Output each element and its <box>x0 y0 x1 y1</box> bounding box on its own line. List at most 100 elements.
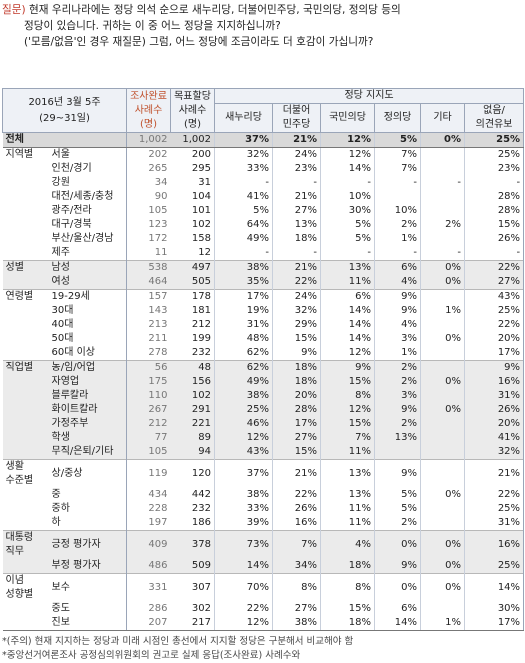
support-cell: 23% <box>464 162 525 176</box>
support-cell: 35% <box>214 275 273 290</box>
target-sample-cell: 212 <box>191 319 212 330</box>
table-row: 대전/세종/충청 90 104 41% 21% 10% 28% <box>3 190 525 204</box>
support-cell: 30% <box>464 602 525 616</box>
table-row: 중 434 442 38% 22% 13% 5% 0% 22% <box>3 488 525 502</box>
support-cell: 37% <box>214 132 273 148</box>
support-cell: 0% <box>420 332 465 346</box>
support-cell <box>420 204 465 218</box>
row-group-label: 연령별 <box>2 289 49 304</box>
support-cell: 24% <box>272 147 321 162</box>
support-cell: 0% <box>420 488 465 502</box>
support-cell: 0% <box>420 260 465 275</box>
completed-sample-cell: 1,002 <box>126 132 171 148</box>
row-group-label <box>3 318 49 332</box>
support-cell: 10% <box>320 190 375 204</box>
support-cell: 9% <box>374 459 421 488</box>
completed-sample-cell: 265 <box>126 162 171 176</box>
support-cell: 22% <box>214 602 273 616</box>
completed-sample-cell: 212 <box>126 417 171 431</box>
table-row: 성별 남성 538 497 38% 21% 13% 6% 0% 22% <box>2 260 525 275</box>
party-support-table: 2016년 3월 5주 (29~31일) 조사완료 사례수 (명) 목표할당 사… <box>1 88 525 631</box>
table-row: 화이트칼라 267 291 25% 28% 12% 9% 0% 26% <box>2 403 525 417</box>
support-cell: 11% <box>320 516 375 531</box>
support-cell: 7% <box>374 162 421 176</box>
support-cell: 20% <box>464 417 525 431</box>
target-sample-cell: 158 <box>191 233 212 244</box>
support-cell: 3% <box>374 389 421 403</box>
support-cell: 15% <box>320 602 375 616</box>
support-cell: 0% <box>420 573 465 602</box>
row-label: 40대 <box>51 319 74 330</box>
support-cell: 25% <box>464 502 525 516</box>
support-cell <box>420 602 465 616</box>
support-cell: 49% <box>214 375 273 389</box>
table-row: 생활 수준별 상/중상 119 120 37% 21% 13% 9% 21% <box>2 459 525 488</box>
support-cell: 8% <box>272 573 321 602</box>
support-cell <box>420 147 465 162</box>
support-cell: 21% <box>272 260 321 275</box>
table-row: 부정 평가자 486 509 14% 34% 18% 9% 0% 25% <box>2 559 525 574</box>
survey-date-header: 2016년 3월 5주 (29~31일) <box>1 88 128 133</box>
target-sample-cell: 94 <box>170 445 215 460</box>
row-label: 화이트칼라 <box>48 403 127 417</box>
support-cell <box>420 360 465 375</box>
table-row: 중도 286 302 22% 27% 15% 6% 30% <box>3 602 525 616</box>
support-cell <box>420 232 465 246</box>
target-sample-cell: 232 <box>191 503 212 514</box>
support-cell: 13% <box>374 431 421 445</box>
row-label: 60대 이상 <box>51 347 96 358</box>
support-cell: - <box>464 176 525 190</box>
support-cell: 0% <box>374 573 421 602</box>
table-row: 여성 464 505 35% 22% 11% 4% 0% 27% <box>2 275 525 290</box>
target-sample-cell: 101 <box>191 205 212 216</box>
target-sample-cell: 505 <box>170 275 215 290</box>
support-cell: 2% <box>374 516 421 531</box>
support-cell: 22% <box>464 260 525 275</box>
row-label: 중 <box>51 489 61 500</box>
support-cell: 33% <box>214 162 273 176</box>
party-header-3: 정의당 <box>374 103 422 133</box>
table-row: 지역별 서울 202 200 32% 24% 12% 7% 25% <box>2 147 525 162</box>
support-cell: 1% <box>374 232 421 246</box>
row-group-label <box>2 417 49 431</box>
completed-sample-cell: 211 <box>126 332 171 346</box>
support-cell: 5% <box>374 502 421 516</box>
target-sample-cell: 1,002 <box>170 132 215 148</box>
completed-sample-cell: 172 <box>126 232 171 246</box>
row-label: 19-29세 <box>48 289 127 304</box>
support-cell <box>420 162 465 176</box>
row-group-label <box>3 332 49 346</box>
support-cell: 0% <box>420 375 465 389</box>
support-cell: 2% <box>374 218 421 232</box>
support-cell: 9% <box>464 360 525 375</box>
target-sample-cell: 307 <box>170 573 215 602</box>
row-group-label: 전체 <box>2 132 49 148</box>
completed-sample-cell: 105 <box>126 445 171 460</box>
table-row: 강원 34 31- - - - - - <box>3 176 525 190</box>
support-cell: 28% <box>464 204 525 218</box>
party-header-1: 더불어 민주당 <box>272 103 322 133</box>
footnote-2: *중앙선거여론조사 공정심의위원회의 권고로 실제 응답(조사완료) 사례수와 <box>2 650 301 661</box>
row-label: 인천/경기 <box>51 163 92 174</box>
target-sample-cell: 102 <box>170 389 215 403</box>
table-row: 인천/경기 265 295 33% 23% 14% 7% 23% <box>3 162 525 176</box>
support-cell: 9% <box>374 304 421 318</box>
support-cell: 6% <box>374 260 421 275</box>
support-cell: 13% <box>320 488 375 502</box>
table-row: 블루칼라 110 102 38% 20% 8% 3% 31% <box>2 389 525 403</box>
table-row: 대구/경북 123 102 64% 13% 5% 2% 2% 15% <box>3 218 525 232</box>
question-block: 질문) 현재 우리나라에는 정당 의석 순으로 새누리당, 더불어민주당, 국민… <box>0 0 525 88</box>
support-cell: 43% <box>464 289 525 304</box>
support-cell: - <box>214 246 273 261</box>
support-cell: 2% <box>374 417 421 431</box>
row-label: 대전/세종/충청 <box>51 191 114 202</box>
target-sample-cell: 12 <box>198 247 212 258</box>
support-cell: 17% <box>464 346 525 361</box>
completed-sample-cell: 143 <box>126 304 171 318</box>
table-row: 하 197 186 39% 16% 11% 2% 31% <box>3 516 525 531</box>
support-cell: 32% <box>464 445 525 460</box>
target-sample-cell: 199 <box>191 333 212 344</box>
completed-sample-cell: 123 <box>126 218 171 232</box>
support-cell: 21% <box>464 459 525 488</box>
table-row: 광주/전라 105 101 5% 27% 30% 10% 28% <box>3 204 525 218</box>
